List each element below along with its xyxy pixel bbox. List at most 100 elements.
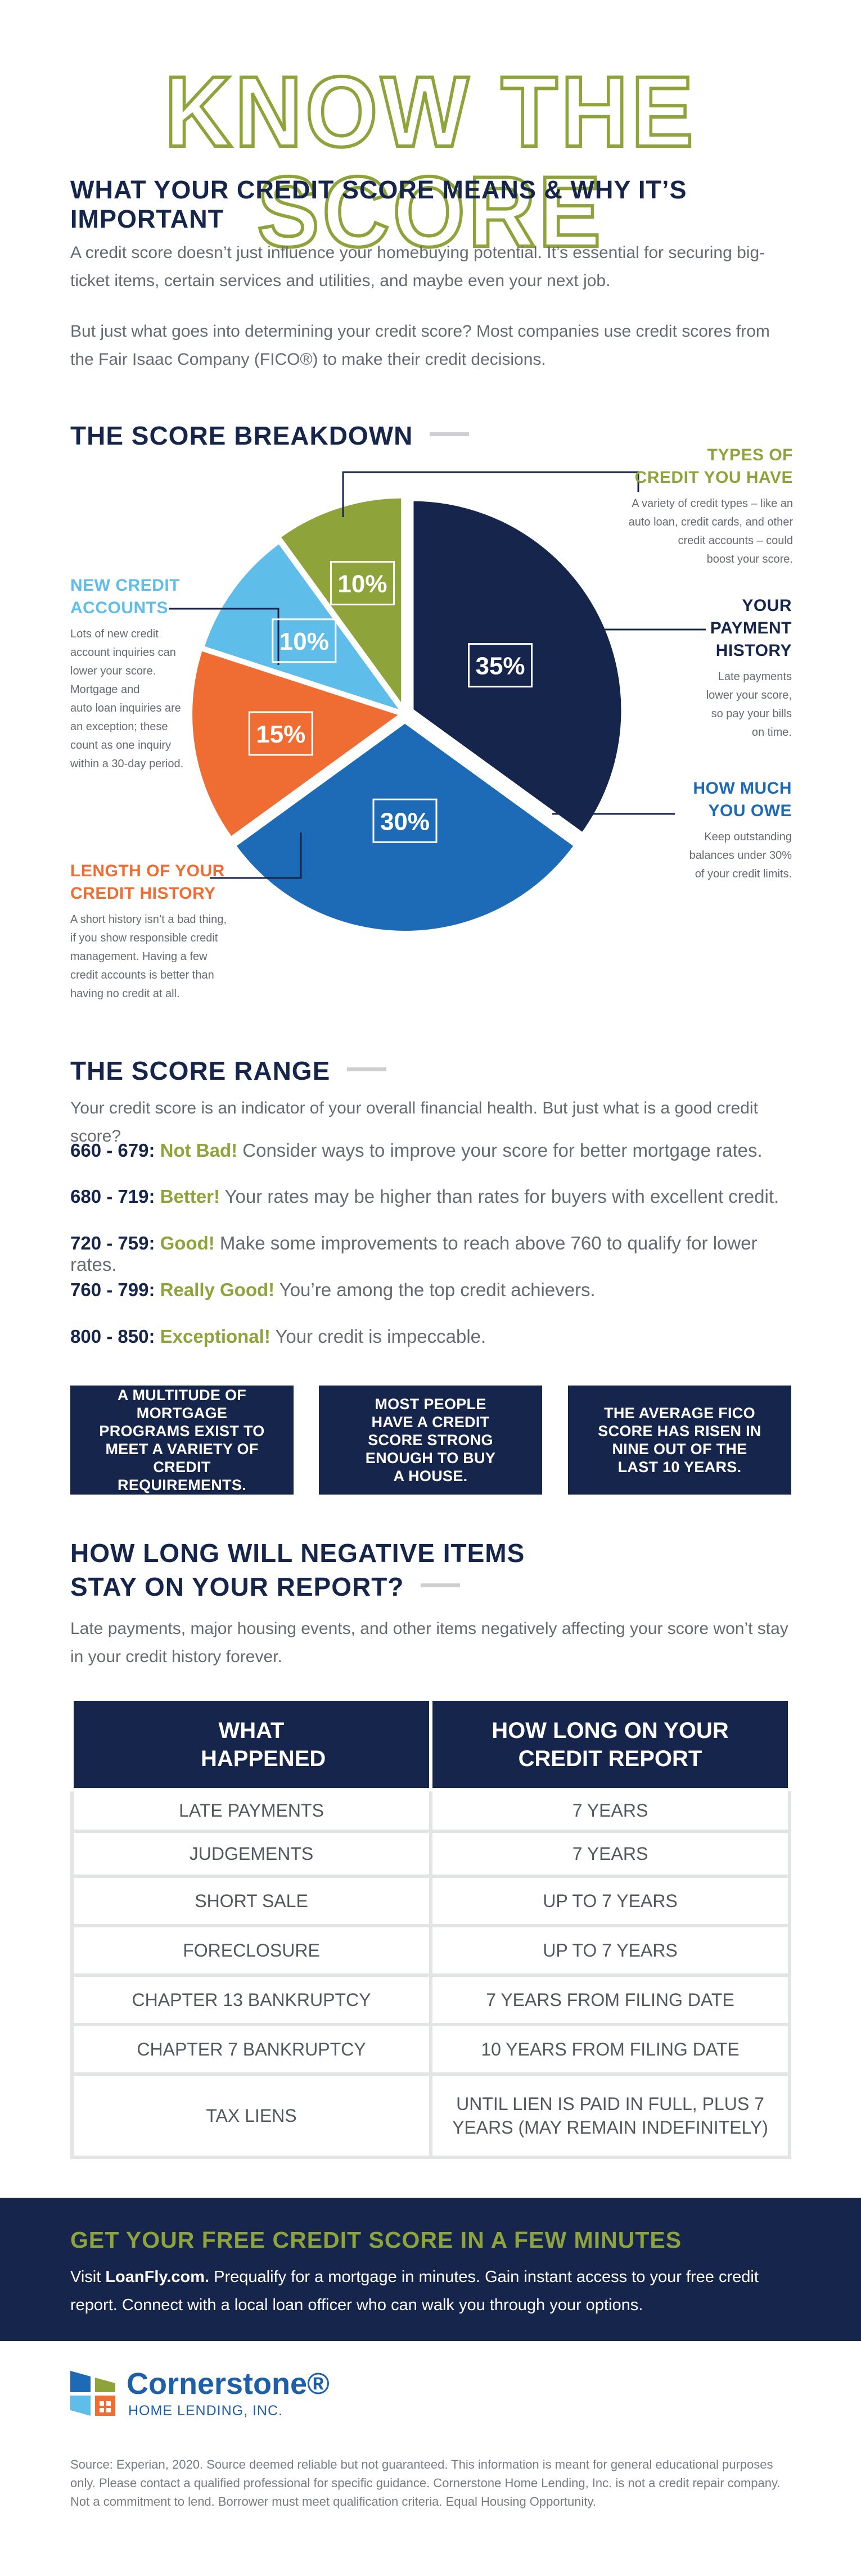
range-text: You’re among the top credit achievers. bbox=[274, 1279, 596, 1300]
callout-new-body-4: Mortgage and bbox=[70, 683, 140, 696]
cornerstone-logo-icon bbox=[70, 2371, 115, 2416]
negative-heading: HOW LONG WILL NEGATIVE ITEMS STAY ON YOU… bbox=[70, 1536, 525, 1604]
cta-text: Prequalify for a mortgage in minutes. Ga… bbox=[70, 2268, 759, 2314]
table-row: FORECLOSURE UP TO 7 YEARS bbox=[70, 1924, 791, 1977]
pie-label-box-2 bbox=[372, 798, 438, 843]
page-subtitle: WHAT YOUR CREDIT SCORE MEANS & WHY IT’S … bbox=[70, 175, 687, 233]
callout-payment-title-2: PAYMENT bbox=[710, 619, 792, 637]
table-header-how-long: HOW LONG ON YOUR CREDIT REPORT bbox=[429, 1697, 791, 1791]
negative-intro: Late payments, major housing events, and… bbox=[70, 1619, 788, 1666]
range-text: Your rates may be higher than rates for … bbox=[219, 1186, 779, 1207]
logo-name: Cornerstone® bbox=[127, 2367, 330, 2401]
table-cell-event: CHAPTER 7 BANKRUPTCY bbox=[70, 2023, 432, 2076]
negative-heading-line-2: STAY ON YOUR REPORT? bbox=[70, 1572, 404, 1601]
fact-text-1: A MULTITUDE OF MORTGAGE PROGRAMS EXIST T… bbox=[99, 1387, 265, 1493]
pie-label-box-4 bbox=[272, 618, 337, 663]
table-row: CHAPTER 13 BANKRUPTCY 7 YEARS FROM FILING… bbox=[70, 1973, 791, 2026]
callout-owe-body-2: balances under 30% bbox=[689, 849, 792, 862]
new-credit-leader-line bbox=[169, 608, 280, 665]
callout-length: LENGTH OF YOUR CREDIT HISTORY A short hi… bbox=[70, 860, 284, 1003]
table-row: TAX LIENS UNTIL LIEN IS PAID IN FULL, PLU… bbox=[70, 2072, 791, 2159]
length-leader-line bbox=[210, 832, 302, 879]
callout-new-credit: NEW CREDIT ACCOUNTS Lots of new credit a… bbox=[70, 574, 239, 773]
range-value: 720 - 759: bbox=[70, 1233, 155, 1253]
callout-length-title-2: CREDIT HISTORY bbox=[70, 884, 216, 903]
table-row: LATE PAYMENTS 7 YEARS bbox=[70, 1788, 791, 1833]
callout-payment-body-2: lower your score, bbox=[706, 689, 792, 701]
table-cell-event: FORECLOSURE bbox=[70, 1924, 432, 1977]
callout-owe-title-1: HOW MUCH bbox=[693, 779, 792, 798]
cta-prefix: Visit bbox=[70, 2268, 106, 2286]
heading-dash bbox=[430, 432, 470, 437]
callout-types-body-4: boost your score. bbox=[706, 553, 793, 565]
callout-types-body-1: A variety of credit types – like an bbox=[632, 497, 793, 510]
heading-dash bbox=[421, 1583, 461, 1588]
table-cell-duration: UP TO 7 YEARS bbox=[429, 1924, 791, 1977]
score-pie-chart: 35% 30% 15% 10% 10% bbox=[169, 471, 706, 934]
range-quality: Not Bad! bbox=[160, 1140, 238, 1161]
table-row: SHORT SALE UP TO 7 YEARS bbox=[70, 1875, 791, 1927]
callout-types-title-2: CREDIT YOU HAVE bbox=[634, 468, 793, 487]
callout-length-title-1: LENGTH OF YOUR bbox=[70, 862, 225, 880]
range-row-5: 800 - 850: Exceptional! Your credit is i… bbox=[70, 1326, 801, 1347]
range-value: 660 - 679: bbox=[70, 1140, 155, 1161]
range-text: Make some improvements to reach above 76… bbox=[70, 1233, 758, 1275]
callout-types-body-2: auto loan, credit cards, and other bbox=[628, 516, 793, 528]
callout-length-body-4: credit accounts is better than bbox=[70, 969, 214, 981]
range-text: Consider ways to improve your score for … bbox=[237, 1140, 763, 1161]
callout-new-body-7: count as one inquiry bbox=[70, 739, 172, 751]
table-cell-duration: UNTIL LIEN IS PAID IN FULL, PLUS 7 YEARS… bbox=[429, 2072, 791, 2159]
callout-new-body-3: lower your score. bbox=[70, 665, 156, 677]
heading-dash bbox=[347, 1067, 387, 1072]
pie-label-5: 10% bbox=[337, 570, 387, 597]
fact-text-2: MOST PEOPLE HAVE A CREDIT SCORE STRONG E… bbox=[365, 1396, 496, 1484]
table-cell-duration: 7 YEARS bbox=[429, 1830, 791, 1878]
callout-length-body-5: having no credit at all. bbox=[70, 988, 180, 1000]
negative-items-table: WHAT HAPPENED HOW LONG ON YOUR CREDIT RE… bbox=[70, 1697, 791, 2159]
callout-payment: YOUR PAYMENT HISTORY Late payments lower… bbox=[647, 595, 792, 742]
pie-label-box-3 bbox=[248, 711, 313, 756]
page-title: KNOW THE SCORE bbox=[163, 56, 697, 268]
pie-slice-1 bbox=[410, 497, 625, 837]
range-quality: Better! bbox=[160, 1186, 220, 1207]
logo-subtitle: HOME LENDING, INC. bbox=[128, 2403, 283, 2419]
range-value: 800 - 850: bbox=[70, 1326, 155, 1347]
callout-new-body-2: account inquiries can bbox=[70, 646, 176, 659]
types-leader-line bbox=[342, 471, 639, 517]
range-row-4: 760 - 799: Really Good! You’re among the… bbox=[70, 1279, 801, 1301]
cta-body: Visit LoanFly.com. Prequalify for a mort… bbox=[70, 2263, 796, 2319]
range-value: 680 - 719: bbox=[70, 1186, 155, 1207]
pie-slice-5 bbox=[276, 495, 405, 713]
table-row: JUDGEMENTS 7 YEARS bbox=[70, 1830, 791, 1878]
loanfly-link[interactable]: LoanFly.com. bbox=[105, 2268, 210, 2286]
table-cell-event: TAX LIENS bbox=[70, 2072, 432, 2159]
range-row-3: 720 - 759: Good! Make some improvements … bbox=[70, 1233, 801, 1275]
callout-types-body-3: credit accounts – could bbox=[678, 535, 793, 547]
pie-label-box-5 bbox=[330, 560, 395, 605]
range-value: 760 - 799: bbox=[70, 1279, 155, 1300]
range-quality: Good! bbox=[160, 1233, 215, 1253]
callout-payment-body-3: so pay your bills bbox=[711, 708, 792, 720]
callout-length-body-1: A short history isn’t a bad thing, bbox=[70, 913, 227, 926]
table-cell-duration: 7 YEARS FROM FILING DATE bbox=[429, 1973, 791, 2026]
range-heading: THE SCORE RANGE bbox=[70, 1056, 387, 1086]
table-cell-event: CHAPTER 13 BANKRUPTCY bbox=[70, 1973, 432, 2026]
range-quality: Really Good! bbox=[160, 1279, 275, 1300]
pie-slice-2 bbox=[232, 719, 578, 934]
pie-slice-4 bbox=[200, 540, 408, 716]
callout-new-body-5: auto loan inquiries are bbox=[70, 702, 181, 714]
pie-label-4: 10% bbox=[280, 628, 329, 655]
callout-owe-body-1: Keep outstanding bbox=[704, 831, 792, 843]
pie-slice-3 bbox=[189, 647, 405, 841]
callout-owe: HOW MUCH YOU OWE Keep outstanding balanc… bbox=[624, 777, 792, 884]
range-text: Your credit is impeccable. bbox=[270, 1326, 486, 1347]
callout-payment-body-4: on time. bbox=[751, 726, 792, 739]
callout-owe-body-3: of your credit limits. bbox=[695, 868, 792, 880]
callout-new-body-6: an exception; these bbox=[70, 721, 168, 733]
callout-new-body-8: within a 30-day period. bbox=[70, 758, 184, 770]
fact-text-3: THE AVERAGE FICO SCORE HAS RISEN IN NINE… bbox=[598, 1405, 761, 1475]
callout-length-body-2: if you show responsible credit bbox=[70, 932, 218, 944]
callout-payment-title-1: YOUR bbox=[742, 596, 792, 615]
callout-types: TYPES OF CREDIT YOU HAVE A variety of cr… bbox=[562, 444, 793, 569]
intro-paragraph-1: A credit score doesn’t just influence yo… bbox=[70, 243, 765, 290]
